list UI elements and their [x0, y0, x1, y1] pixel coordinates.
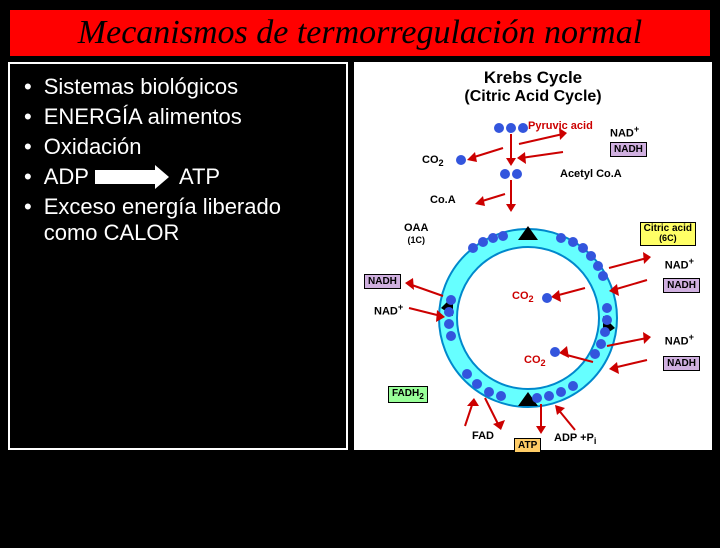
- bullet-2: ENERGÍA alimentos: [20, 104, 336, 130]
- nadh-top-box: NADH: [610, 142, 647, 157]
- fad-label: FAD: [472, 430, 494, 442]
- pyruvic-label: Pyruvic acid: [528, 120, 593, 132]
- adp-label: ADP: [44, 164, 89, 190]
- krebs-diagram: Krebs Cycle (Citric Acid Cycle): [354, 62, 712, 450]
- bullet-3: Oxidación: [20, 134, 336, 160]
- arrow-icon: [95, 170, 155, 184]
- oaa-label: OAA(1C): [404, 222, 428, 246]
- nadh-left: NADH: [364, 274, 401, 289]
- nad-left: NAD+: [374, 302, 403, 318]
- nad-r2: NAD+: [665, 332, 694, 348]
- citric-box: Citric acid(6C): [640, 222, 696, 246]
- nad-r1: NAD+: [665, 256, 694, 272]
- content-row: Sistemas biológicos ENERGÍA alimentos Ox…: [0, 62, 720, 458]
- fadh2-box: FADH2: [388, 386, 428, 403]
- acetyl-label: Acetyl Co.A: [560, 168, 622, 180]
- diagram-title: Krebs Cycle: [356, 64, 710, 88]
- bullet-4: ADP ATP: [20, 164, 336, 190]
- coa-label: Co.A: [430, 194, 456, 206]
- bullet-5: Exceso energía liberado como CALOR: [20, 194, 336, 246]
- co2-top-label: CO2: [422, 154, 444, 168]
- nad-top-label: NAD+: [610, 124, 639, 140]
- bullet-1: Sistemas biológicos: [20, 74, 336, 100]
- nadh-r2: NADH: [663, 356, 700, 371]
- title-container: Mecanismos de termorregulación normal: [8, 8, 712, 58]
- atp-label: ATP: [179, 164, 220, 190]
- nadh-r1: NADH: [663, 278, 700, 293]
- co2-mid: CO2: [512, 290, 534, 304]
- adp-pi-label: ADP +Pi: [554, 432, 596, 446]
- diagram-subtitle: (Citric Acid Cycle): [356, 88, 710, 108]
- slide-title: Mecanismos de termorregulación normal: [18, 14, 702, 52]
- atp-box: ATP: [514, 438, 541, 453]
- bullet-list: Sistemas biológicos ENERGÍA alimentos Ox…: [20, 74, 336, 246]
- co2-low: CO2: [524, 354, 546, 368]
- bullet-panel: Sistemas biológicos ENERGÍA alimentos Ox…: [8, 62, 348, 450]
